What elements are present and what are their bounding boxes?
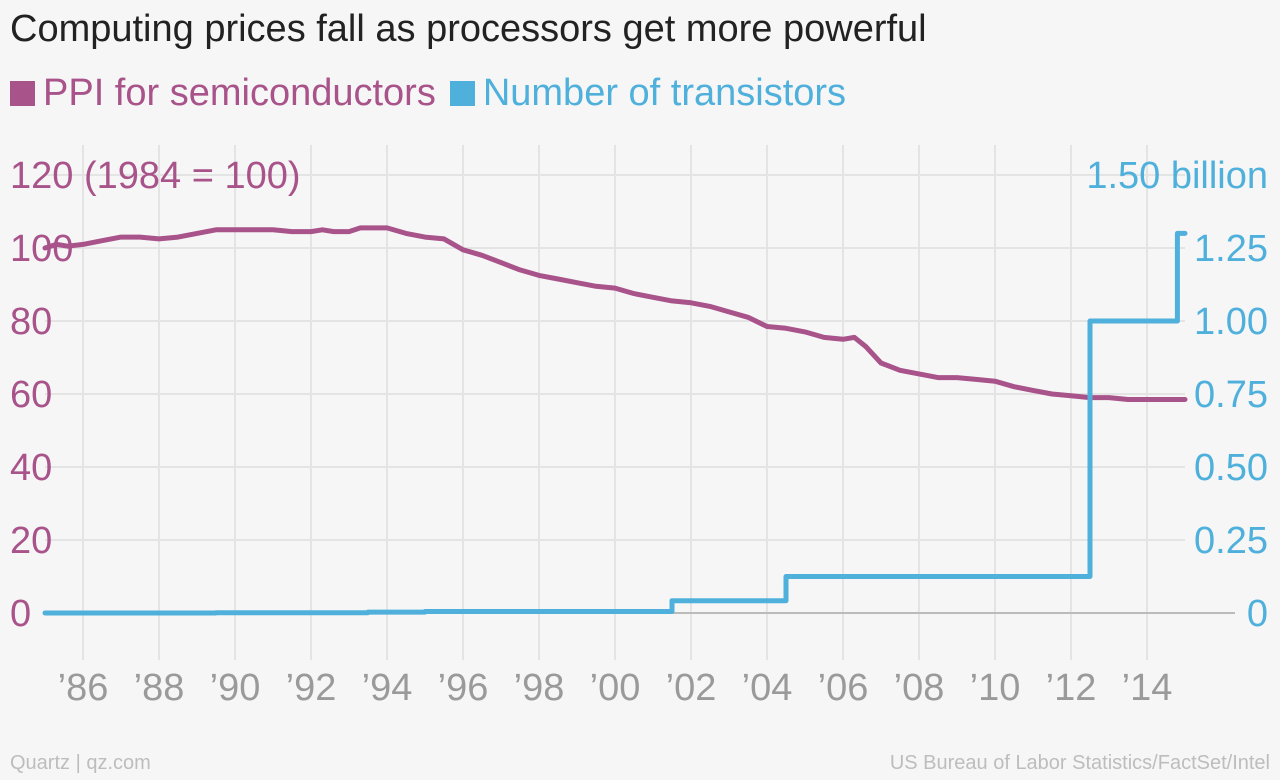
legend-swatch-ppi [10, 81, 35, 106]
y-left-tick-label: 60 [10, 374, 52, 416]
y-left-tick-label: 100 [10, 228, 73, 270]
x-tick-label: ’10 [970, 667, 1021, 709]
y-left-tick-label: 80 [10, 301, 52, 343]
y-right-tick-label: 1.50 billion [1086, 155, 1268, 197]
series-line-ppi [42, 225, 1188, 402]
legend-item-ppi: PPI for semiconductors [10, 72, 436, 115]
x-tick-label: ’08 [894, 667, 945, 709]
footer-source: US Bureau of Labor Statistics/FactSet/In… [889, 752, 1270, 774]
x-tick-label: ’94 [362, 667, 413, 709]
legend-swatch-transistors [449, 81, 475, 106]
x-tick-label: ’86 [58, 667, 109, 709]
x-tick-label: ’88 [134, 667, 185, 709]
y-left-tick-label: 20 [10, 520, 52, 562]
y-right-tick-label: 1.25 [1194, 228, 1268, 270]
x-tick-label: ’02 [666, 667, 717, 709]
chart-title: Computing prices fall as processors get … [10, 8, 927, 50]
y-left-tick-label: 0 [10, 593, 31, 635]
y-right-tick-label: 0.50 [1194, 447, 1268, 489]
y-right-tick-label: 0.75 [1194, 374, 1268, 416]
y-left-tick-label: 40 [10, 447, 52, 489]
x-tick-label: ’14 [1122, 667, 1173, 709]
x-tick-label: ’96 [438, 667, 489, 709]
footer-credit: Quartz | qz.com [10, 752, 151, 774]
y-left-tick-label: 120 (1984 = 100) [10, 155, 301, 197]
x-tick-label: ’06 [818, 667, 869, 709]
y-right-tick-label: 0 [1247, 593, 1268, 635]
legend-label-ppi: PPI for semiconductors [43, 72, 436, 114]
legend-item-transistors: Number of transistors [449, 72, 847, 115]
series-line-transistors [42, 230, 1188, 616]
y-right-tick-label: 1.00 [1194, 301, 1268, 343]
x-tick-label: ’92 [286, 667, 337, 709]
x-tick-label: ’04 [742, 667, 793, 709]
y-right-tick-label: 0.25 [1194, 520, 1268, 562]
x-tick-label: ’90 [210, 667, 261, 709]
x-tick-label: ’98 [514, 667, 565, 709]
x-tick-label: ’00 [590, 667, 641, 709]
legend: PPI for semiconductors Number of transis… [10, 72, 860, 115]
legend-label-transistors: Number of transistors [482, 72, 847, 114]
x-tick-label: ’12 [1046, 667, 1097, 709]
